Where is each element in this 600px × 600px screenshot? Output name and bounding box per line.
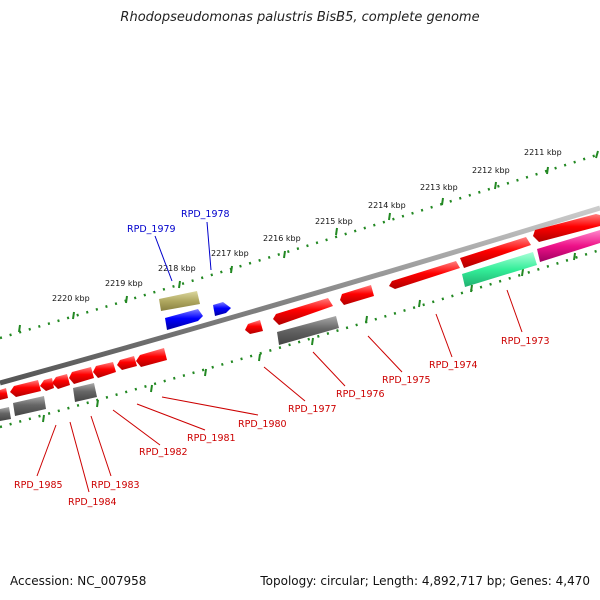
pseudogene[interactable] [277, 316, 339, 345]
tick-label: 2214 kbp [368, 201, 406, 210]
gene-arrow-plus[interactable] [340, 285, 374, 305]
gene-arrow-plus[interactable] [389, 261, 460, 289]
tick-label: 2218 kbp [158, 264, 196, 273]
pseudogene[interactable] [0, 407, 11, 421]
misc-feature[interactable] [537, 230, 600, 262]
gene-label[interactable]: RPD_1983 [91, 480, 140, 491]
gene-label[interactable]: RPD_1976 [336, 389, 385, 400]
gene-label[interactable]: RPD_1973 [501, 336, 550, 347]
gene-arrow-plus[interactable] [533, 214, 600, 242]
inner-major-ticks [42, 252, 576, 423]
tick-label: 2219 kbp [105, 279, 143, 288]
accession-text: Accession: NC_007958 [10, 574, 147, 588]
gene-label[interactable]: RPD_1979 [127, 224, 176, 235]
gene-arrow-plus[interactable] [460, 237, 531, 268]
tick-label: 2216 kbp [263, 234, 301, 243]
tick-label: 2215 kbp [315, 217, 353, 226]
gene-arrow-minus[interactable] [93, 362, 116, 378]
gene-label[interactable]: RPD_1974 [429, 360, 478, 371]
tick-label: 2217 kbp [211, 249, 249, 258]
inner-ruler [0, 248, 600, 429]
gene-label[interactable]: RPD_1981 [187, 433, 236, 444]
trna-feature[interactable] [159, 291, 200, 311]
gene-arrow-plus[interactable] [245, 320, 263, 334]
genome-summary: Topology: circular; Length: 4,892,717 bp… [260, 574, 590, 588]
gene-arrow-minus[interactable] [40, 378, 54, 391]
rrna-feature[interactable] [462, 252, 537, 287]
gene-arrow-minus[interactable] [52, 374, 70, 389]
gene-label[interactable]: RPD_1978 [181, 209, 230, 220]
gene-arrow-minus[interactable] [10, 380, 41, 397]
tick-label: 2211 kbp [524, 148, 562, 157]
gene-label[interactable]: RPD_1975 [382, 375, 431, 386]
gene-label[interactable]: RPD_1982 [139, 447, 188, 458]
tick-label: 2220 kbp [52, 294, 90, 303]
gene-arrow-minus[interactable] [136, 348, 167, 367]
genome-backbone [0, 205, 600, 386]
pseudogene[interactable] [13, 396, 46, 416]
minus-strand-genes [0, 230, 600, 421]
gene-label[interactable]: RPD_1984 [68, 497, 117, 508]
plus-strand-genes [159, 214, 600, 334]
gene-label[interactable]: RPD_1980 [238, 419, 287, 430]
outer-major-ticks [18, 150, 599, 333]
gene-arrow-plus[interactable] [213, 302, 231, 316]
gene-label[interactable]: RPD_1977 [288, 404, 337, 415]
gene-labels: RPD_1973 RPD_1974 RPD_1975 RPD_1976 RPD_… [14, 209, 550, 508]
gene-arrow-plus[interactable] [273, 298, 333, 325]
gene-arrow-plus[interactable] [165, 309, 203, 330]
gene-arrow-minus[interactable] [69, 367, 94, 384]
tick-label: 2212 kbp [472, 166, 510, 175]
pseudogene[interactable] [73, 383, 97, 402]
map-title: Rhodopseudomonas palustris BisB5, comple… [120, 10, 480, 25]
gene-label[interactable]: RPD_1985 [14, 480, 63, 491]
gene-arrow-minus[interactable] [0, 388, 8, 400]
gene-arrow-minus[interactable] [117, 356, 137, 370]
tick-labels: 2211 kbp 2212 kbp 2213 kbp 2214 kbp 2215… [52, 148, 562, 303]
leader-lines [36, 221, 523, 493]
tick-label: 2213 kbp [420, 183, 458, 192]
